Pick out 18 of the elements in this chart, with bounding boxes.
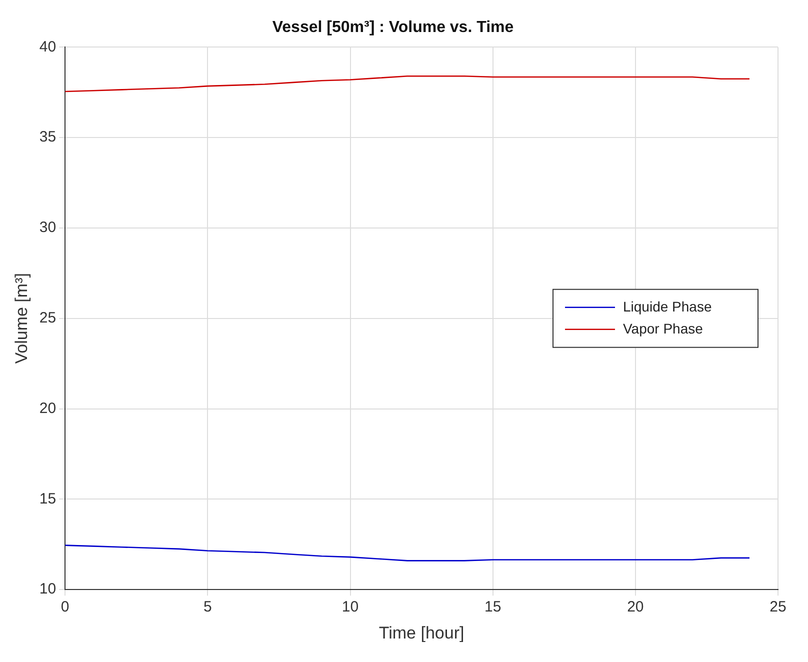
- y-tick-label: 25: [39, 310, 56, 327]
- y-axis-title: Volume [m³]: [12, 273, 31, 364]
- y-tick-label: 20: [39, 400, 56, 417]
- x-tick-label: 15: [484, 598, 502, 616]
- y-tick-label: 15: [39, 490, 56, 508]
- chart-title: Vessel [50m³] : Volume vs. Time: [272, 19, 514, 36]
- x-tick-label: 0: [60, 598, 70, 616]
- x-axis-title: Time [hour]: [378, 623, 464, 642]
- y-tick-label: 30: [39, 219, 56, 236]
- legend-label: Liquide Phase: [623, 298, 712, 314]
- x-tick-label: 20: [627, 598, 644, 616]
- x-tick-label: 25: [770, 598, 786, 616]
- y-tick-label: 40: [39, 38, 56, 56]
- legend-label: Vapor Phase: [623, 320, 704, 336]
- x-tick-label: 5: [203, 598, 212, 616]
- y-tick-label: 35: [39, 128, 56, 146]
- y-tick-label: 10: [39, 580, 56, 598]
- x-tick-label: 10: [342, 598, 359, 616]
